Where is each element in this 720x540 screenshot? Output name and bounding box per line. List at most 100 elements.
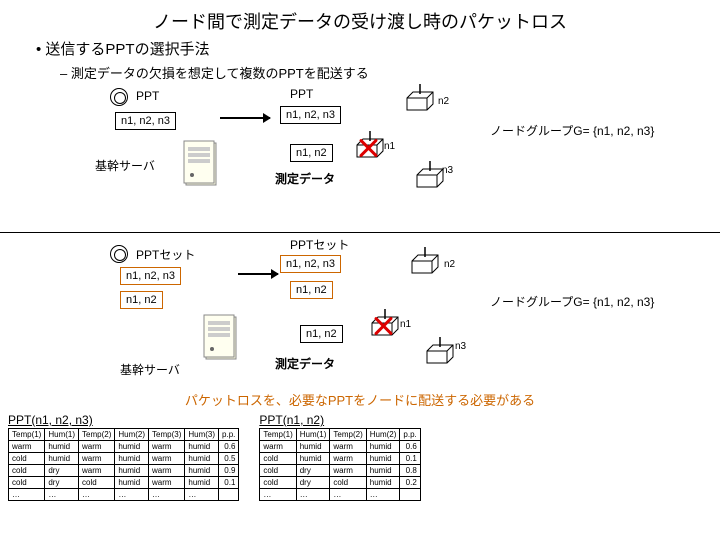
bottom-caption: パケットロスを、必要なPPTをノードに配送する必要がある	[0, 390, 720, 409]
box-n12-4: n1, n2	[300, 325, 343, 343]
table-row: coldhumidwarmhumid0.1	[260, 453, 420, 465]
table-cell: humid	[115, 453, 149, 465]
table-cell: warm	[330, 441, 366, 453]
red-x-icon	[373, 316, 393, 336]
table-cell: cold	[260, 465, 296, 477]
table-cell: cold	[260, 477, 296, 489]
table-cell: dry	[296, 465, 330, 477]
table-cell: …	[185, 489, 219, 501]
table-2-wrap: PPT(n1, n2) Temp(1)Hum(1)Temp(2)Hum(2)p.…	[259, 413, 420, 501]
table-header-cell: p.p.	[400, 429, 420, 441]
pptset-label-1: PPTセット	[136, 246, 195, 263]
table-cell: 0.8	[400, 465, 420, 477]
table-cell: cold	[9, 453, 45, 465]
table-cell: warm	[330, 465, 366, 477]
table-cell: 0.9	[219, 465, 239, 477]
table-cell: humid	[185, 453, 219, 465]
table-cell: 0.6	[219, 441, 239, 453]
pptset-label-2: PPTセット	[290, 236, 349, 253]
table-cell	[219, 489, 239, 501]
table-cell: humid	[296, 441, 330, 453]
box-n123-4: n1, n2, n3	[280, 255, 341, 273]
tables-area: PPT(n1, n2, n3) Temp(1)Hum(1)Temp(2)Hum(…	[0, 413, 720, 501]
group-label-1: ノードグループG= {n1, n2, n3}	[490, 122, 654, 139]
table-row: warmhumidwarmhumidwarmhumid0.6	[9, 441, 239, 453]
table-cell: humid	[296, 453, 330, 465]
table-cell: …	[9, 489, 45, 501]
table-cell: …	[366, 489, 400, 501]
table-cell: warm	[260, 441, 296, 453]
table-cell: dry	[296, 477, 330, 489]
n2-label-2: n2	[444, 259, 455, 270]
table-cell: 0.1	[400, 453, 420, 465]
table-cell: warm	[149, 465, 185, 477]
table-header-cell: p.p.	[219, 429, 239, 441]
table-cell: warm	[149, 453, 185, 465]
table-cell: humid	[366, 465, 400, 477]
table-header-cell: Temp(3)	[149, 429, 185, 441]
table-2-title: PPT(n1, n2)	[259, 413, 420, 427]
table-header-cell: Hum(2)	[115, 429, 149, 441]
table-cell: …	[260, 489, 296, 501]
table-row: ………………	[9, 489, 239, 501]
table-cell	[400, 489, 420, 501]
n3-label-2: n3	[455, 341, 466, 352]
table-1: Temp(1)Hum(1)Temp(2)Hum(2)Temp(3)Hum(3)p…	[8, 428, 239, 501]
group-label-2: ノードグループG= {n1, n2, n3}	[490, 293, 654, 310]
table-cell: warm	[9, 441, 45, 453]
table-cell: humid	[185, 441, 219, 453]
arrow-icon	[238, 273, 278, 275]
table-cell: humid	[115, 477, 149, 489]
table-cell: cold	[260, 453, 296, 465]
node-icon	[405, 90, 435, 112]
box-n123-3: n1, n2, n3	[120, 267, 181, 285]
table-row: coldhumidwarmhumidwarmhumid0.5	[9, 453, 239, 465]
table-cell: …	[149, 489, 185, 501]
table-cell: warm	[330, 453, 366, 465]
server-icon	[180, 137, 226, 193]
server-label-2: 基幹サーバ	[120, 361, 180, 378]
server-label-1: 基幹サーバ	[95, 157, 155, 174]
table-header-cell: Hum(1)	[296, 429, 330, 441]
table-cell: 0.1	[219, 477, 239, 489]
box-n12-2: n1, n2	[120, 291, 163, 309]
table-header-cell: Temp(1)	[260, 429, 296, 441]
table-cell: warm	[149, 477, 185, 489]
table-row: colddrycoldhumid0.2	[260, 477, 420, 489]
table-row: warmhumidwarmhumid0.6	[260, 441, 420, 453]
table-header-cell: Hum(3)	[185, 429, 219, 441]
arrow-icon	[220, 117, 270, 119]
table-cell: humid	[45, 441, 79, 453]
table-cell: …	[330, 489, 366, 501]
table-cell: warm	[79, 465, 115, 477]
table-cell: humid	[185, 465, 219, 477]
table-cell: warm	[149, 441, 185, 453]
ppt-label-1: PPT	[136, 89, 159, 103]
meas-label-1: 測定データ	[275, 170, 335, 187]
red-x-icon	[358, 138, 378, 158]
table-cell: humid	[45, 453, 79, 465]
table-2: Temp(1)Hum(1)Temp(2)Hum(2)p.p.warmhumidw…	[259, 428, 420, 501]
table-cell: cold	[9, 477, 45, 489]
table-header-cell: Temp(1)	[9, 429, 45, 441]
table-header-cell: Hum(1)	[45, 429, 79, 441]
table-cell: 0.5	[219, 453, 239, 465]
table-row: colddrywarmhumid0.8	[260, 465, 420, 477]
box-n123-1: n1, n2, n3	[115, 112, 176, 130]
n2-label: n2	[438, 96, 449, 107]
table-cell: humid	[115, 441, 149, 453]
table-cell: humid	[115, 465, 149, 477]
box-n123-2: n1, n2, n3	[280, 106, 341, 124]
table-cell: humid	[366, 477, 400, 489]
server-icon	[200, 311, 246, 367]
table-header-cell: Temp(2)	[79, 429, 115, 441]
table-cell: warm	[79, 441, 115, 453]
n1-label-2: n1	[400, 319, 411, 330]
table-1-wrap: PPT(n1, n2, n3) Temp(1)Hum(1)Temp(2)Hum(…	[8, 413, 239, 501]
n3-label: n3	[442, 165, 453, 176]
diagram-2: PPTセット n1, n2, n3 n1, n2 基幹サーバ PPTセット n1…	[0, 233, 720, 388]
table-cell: humid	[185, 477, 219, 489]
diagram-1: PPT n1, n2, n3 基幹サーバ PPT n1, n2, n3 n1, …	[0, 82, 720, 232]
table-cell: warm	[79, 453, 115, 465]
table-cell: 0.6	[400, 441, 420, 453]
